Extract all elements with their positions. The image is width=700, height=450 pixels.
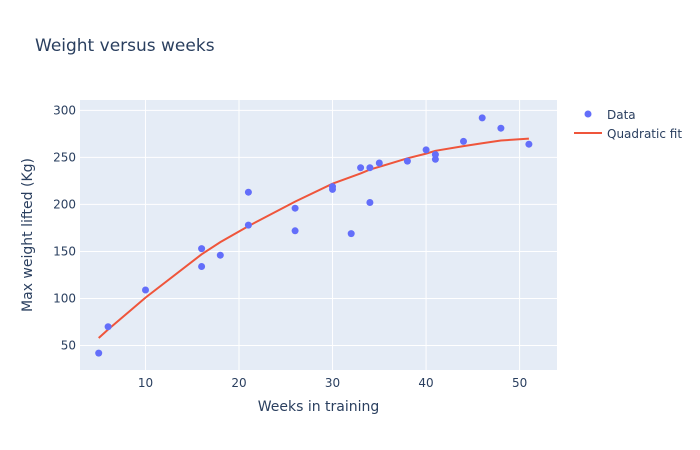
y-tick-label: 150 xyxy=(53,244,76,258)
data-point[interactable] xyxy=(329,183,336,191)
legend-marker-icon xyxy=(584,110,592,118)
data-series xyxy=(95,114,533,357)
x-tick-label: 20 xyxy=(231,376,246,390)
gridlines xyxy=(80,100,557,370)
data-point[interactable] xyxy=(460,137,467,145)
chart-title: Weight versus weeks xyxy=(35,36,215,56)
legend-item-data[interactable]: Data xyxy=(584,108,636,122)
x-axis-title: Weeks in training xyxy=(258,399,380,415)
data-point[interactable] xyxy=(497,124,505,132)
legend-label-quadratic-fit: Quadratic fit xyxy=(607,127,682,141)
legend-label-data: Data xyxy=(607,108,636,122)
y-tick-label: 250 xyxy=(53,150,76,164)
data-point[interactable] xyxy=(403,157,411,165)
y-tick-label: 300 xyxy=(53,103,76,117)
y-tick-label: 100 xyxy=(53,292,76,306)
y-axis-title: Max weight lifted (Kg) xyxy=(20,158,36,312)
data-point[interactable] xyxy=(198,263,206,270)
data-point[interactable] xyxy=(104,323,112,331)
legend-item-quadratic-fit[interactable]: Quadratic fit xyxy=(574,127,682,141)
data-point[interactable] xyxy=(357,164,365,172)
x-tick-label: 30 xyxy=(325,376,340,390)
data-point[interactable] xyxy=(291,204,299,212)
fit-series xyxy=(98,137,529,339)
data-point[interactable] xyxy=(478,114,486,122)
y-tick-label: 200 xyxy=(53,197,76,211)
y-tick-label: 50 xyxy=(61,339,76,353)
x-tick-label: 40 xyxy=(418,376,433,390)
legend: Data Quadratic fit xyxy=(574,108,682,141)
quadratic-fit-line[interactable] xyxy=(98,137,529,339)
x-tick-label: 10 xyxy=(138,376,153,390)
data-point[interactable] xyxy=(347,230,355,238)
data-point[interactable] xyxy=(142,286,149,294)
data-point[interactable] xyxy=(375,159,383,167)
plot-area[interactable] xyxy=(80,100,557,370)
tick-labels: 10 20 30 40 50 50 100 150 200 250 300 xyxy=(53,103,527,390)
x-tick-label: 50 xyxy=(512,376,527,390)
data-point[interactable] xyxy=(198,245,206,253)
data-point[interactable] xyxy=(422,146,430,154)
data-point[interactable] xyxy=(291,227,299,235)
data-point[interactable] xyxy=(366,199,374,206)
data-point[interactable] xyxy=(95,349,103,357)
data-point[interactable] xyxy=(366,164,374,172)
data-point[interactable] xyxy=(525,140,533,148)
data-point[interactable] xyxy=(244,221,252,229)
data-point[interactable] xyxy=(216,251,224,259)
data-point[interactable] xyxy=(244,188,252,196)
data-point[interactable] xyxy=(431,151,439,159)
